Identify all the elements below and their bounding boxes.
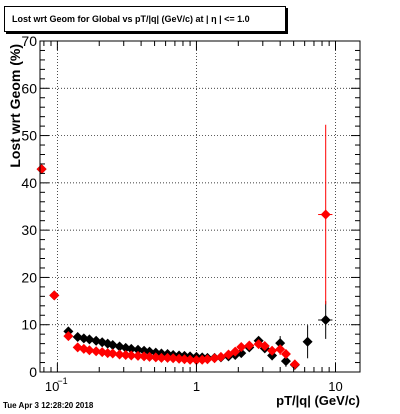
y-tick-label: 70 — [21, 33, 37, 49]
data-point — [230, 346, 241, 357]
x-tick-label: 10 — [45, 379, 59, 394]
data-point — [156, 352, 167, 363]
data-point — [144, 351, 155, 362]
data-point — [36, 164, 47, 175]
data-point — [150, 352, 161, 363]
data-point — [139, 351, 150, 362]
x-tick-label-exponent: −1 — [57, 376, 67, 386]
chart-title-box: Lost wrt Geom for Global vs pT/|q| (GeV/… — [4, 6, 286, 32]
data-point — [49, 290, 60, 301]
timestamp: Tue Apr 3 12:28:20 2018 — [3, 401, 94, 410]
data-point — [280, 356, 291, 367]
data-point — [259, 340, 270, 351]
y-tick-label: 50 — [21, 128, 37, 144]
series-black-markers — [36, 164, 331, 370]
data-point — [133, 350, 144, 361]
data-point — [84, 334, 95, 345]
data-point — [107, 348, 118, 359]
data-point — [236, 341, 247, 352]
chart-title: Lost wrt Geom for Global vs pT/|q| (GeV/… — [12, 14, 250, 24]
data-point — [275, 338, 286, 349]
grid-lines — [40, 41, 360, 372]
x-tick-label: 10 — [328, 379, 342, 394]
data-point — [84, 345, 95, 356]
data-point — [91, 346, 102, 357]
y-axis-label: Lost wrt Geom (%) — [7, 44, 23, 168]
data-point — [275, 344, 286, 355]
data-point — [126, 350, 137, 361]
data-point — [320, 314, 331, 325]
series-red-markers — [36, 164, 331, 370]
y-tick-label: 60 — [21, 80, 37, 96]
error-bars — [38, 124, 333, 370]
data-point — [202, 354, 213, 365]
data-point — [215, 351, 226, 362]
data-point — [289, 359, 300, 370]
data-point — [63, 331, 74, 342]
axis-ticks — [40, 40, 360, 373]
data-point — [120, 349, 131, 360]
y-tick-label: 0 — [29, 364, 37, 380]
data-point — [320, 209, 331, 220]
data-point — [244, 340, 255, 351]
data-point — [133, 344, 144, 355]
y-tick-label: 20 — [21, 269, 37, 285]
data-point — [179, 354, 190, 365]
y-tick-label: 10 — [21, 317, 37, 333]
y-tick-label: 30 — [21, 222, 37, 238]
data-point — [107, 340, 118, 351]
data-point — [267, 345, 278, 356]
x-tick-label: 1 — [193, 379, 200, 394]
data-point — [126, 343, 137, 354]
data-point — [185, 354, 196, 365]
data-point — [191, 355, 202, 366]
x-axis-label: pT/|q| (GeV/c) — [276, 393, 360, 408]
data-point — [302, 336, 313, 347]
data-point — [168, 353, 179, 364]
data-point — [144, 346, 155, 357]
y-tick-label: 40 — [21, 175, 37, 191]
data-point — [162, 352, 173, 363]
data-point — [114, 349, 125, 360]
plot-frame — [39, 40, 361, 373]
data-point — [280, 349, 291, 360]
